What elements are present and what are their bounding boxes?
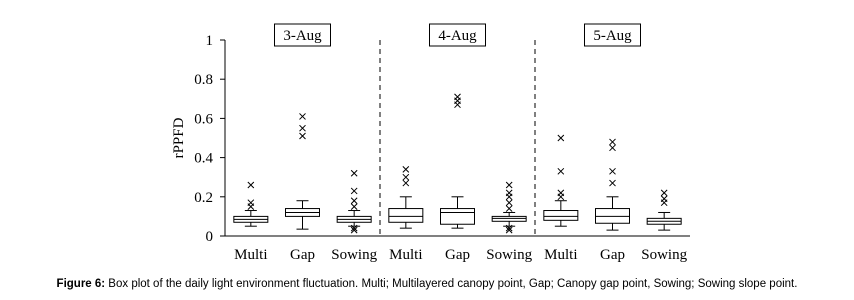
flier (609, 144, 616, 152)
group-label-box (429, 23, 486, 47)
flier (557, 134, 565, 142)
flier (350, 169, 358, 177)
flier (299, 132, 306, 140)
caption-text: Box plot of the daily light environment … (105, 278, 797, 290)
y-tick-label: 0.8 (194, 72, 213, 88)
group-label: 3-Aug (283, 28, 322, 44)
x-tick-label: Multi (389, 247, 422, 263)
flier (350, 224, 358, 232)
flier (350, 187, 358, 195)
x-tick-label: Multi (544, 247, 577, 263)
flier (505, 199, 513, 207)
flier (505, 224, 513, 232)
flier (505, 181, 513, 189)
y-axis-label: rPPFD (171, 117, 187, 158)
group-label: 4-Aug (438, 28, 477, 44)
flier (350, 203, 358, 210)
flier (299, 124, 306, 132)
y-tick-label: 0.4 (194, 151, 213, 167)
x-tick-label: Gap (445, 247, 470, 263)
group-label-box (584, 23, 641, 47)
flier (557, 189, 565, 197)
flier (609, 179, 616, 187)
y-tick-label: 0 (206, 229, 214, 245)
flier (609, 167, 616, 175)
caption-label: Figure 6: (57, 278, 106, 290)
flier (350, 197, 358, 205)
flier (402, 173, 410, 181)
flier (402, 179, 410, 187)
flier (247, 181, 255, 189)
flier (402, 166, 410, 173)
flier (454, 93, 461, 101)
flier (505, 205, 513, 212)
flier (505, 226, 513, 234)
x-tick-label: Sowing (641, 247, 687, 263)
group-label: 5-Aug (593, 28, 632, 44)
flier (247, 199, 255, 207)
flier (557, 167, 565, 175)
flier (660, 189, 668, 197)
flier (299, 113, 306, 120)
x-tick-label: Multi (234, 247, 267, 263)
x-tick-label: Sowing (331, 247, 377, 263)
caption: Figure 6: Box plot of the daily light en… (57, 278, 798, 290)
x-tick-label: Gap (600, 247, 625, 263)
y-tick-label: 0.6 (194, 111, 213, 127)
x-tick-label: Gap (290, 247, 315, 263)
flier (660, 195, 668, 203)
box (440, 208, 475, 225)
flier (350, 226, 358, 234)
group-label-box (274, 23, 331, 47)
box (388, 208, 424, 223)
flier (609, 138, 616, 146)
x-tick-label: Sowing (486, 247, 532, 263)
y-tick-label: 0.2 (194, 190, 213, 206)
y-tick-label: 1 (206, 33, 214, 49)
flier (505, 189, 513, 197)
box (543, 210, 579, 221)
